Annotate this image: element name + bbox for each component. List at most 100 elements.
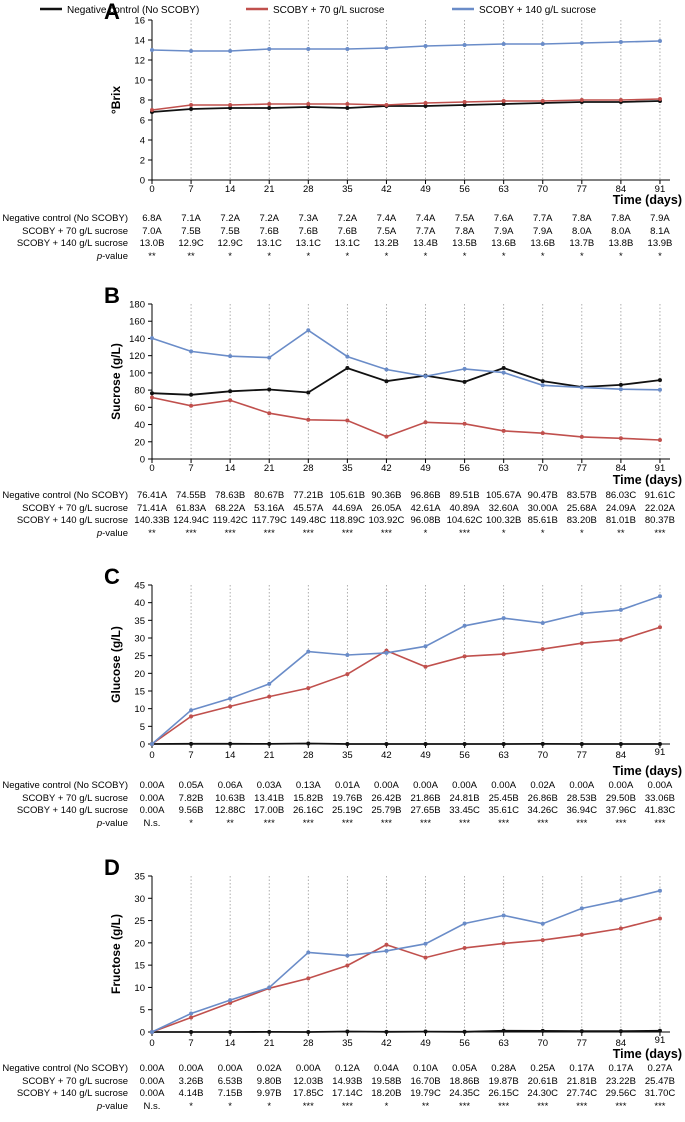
data-point-2: [540, 921, 545, 926]
table-cell: 4.14B: [179, 1088, 204, 1099]
table-cell: 140.33B: [134, 515, 169, 526]
table-cell: 13.9B: [648, 238, 673, 249]
data-point-2: [228, 354, 233, 359]
table-cell: *: [658, 251, 662, 262]
x-tick-label: 63: [498, 750, 509, 761]
data-point-0: [618, 742, 623, 746]
data-point-1: [189, 403, 194, 408]
table-cell: ***: [537, 818, 548, 829]
data-point-1: [501, 941, 506, 946]
y-tick-label: 35: [134, 872, 145, 883]
table-cell: 96.86B: [410, 490, 440, 501]
table-cell: 18.86B: [450, 1076, 480, 1087]
table-cell: 0.00A: [491, 780, 516, 791]
y-tick-label: 4: [140, 136, 145, 147]
x-tick-label: 14: [225, 184, 236, 195]
data-point-1: [267, 694, 272, 699]
table-cell: 29.56C: [606, 1088, 637, 1099]
table-cell: 19.79C: [410, 1088, 441, 1099]
table-cell: 42.61A: [410, 503, 441, 514]
table-cell: 7.4A: [416, 213, 436, 224]
table-cell: 0.00A: [413, 780, 438, 791]
table-row-label: SCOBY + 70 g/L sucrose: [22, 503, 128, 514]
x-tick-label: 91: [655, 463, 666, 474]
table-cell: ***: [654, 1101, 665, 1112]
table-cell: 96.08B: [410, 515, 440, 526]
x-tick-label: 28: [303, 1038, 314, 1049]
table-row-label: SCOBY + 140 g/L sucrose: [17, 805, 128, 816]
y-tick-label: 25: [134, 916, 145, 927]
table-cell: 7.15B: [218, 1088, 243, 1099]
data-point-2: [345, 47, 350, 51]
data-point-2: [267, 681, 272, 686]
x-tick-label: 49: [420, 463, 431, 474]
data-point-0: [501, 742, 506, 746]
table-cell: 7.2A: [259, 213, 279, 224]
table-cell: 77.21B: [293, 490, 323, 501]
table-cell: 7.5A: [377, 226, 397, 237]
data-point-0: [462, 103, 467, 107]
table-cell: 10.63B: [215, 793, 245, 804]
table-cell: ***: [420, 818, 431, 829]
table-cell: 6.53B: [218, 1076, 243, 1087]
table-cell: 27.65B: [410, 805, 440, 816]
table-cell: 25.47B: [645, 1076, 675, 1087]
data-point-1: [618, 436, 623, 441]
data-point-2: [618, 898, 623, 903]
series-line-1: [151, 917, 661, 1033]
data-point-0: [423, 742, 428, 746]
data-point-2: [657, 387, 662, 392]
data-point-0: [657, 1028, 662, 1033]
table-cell: 83.57B: [567, 490, 597, 501]
data-point-0: [384, 379, 389, 384]
table-cell: *: [424, 251, 428, 262]
data-point-1: [150, 395, 154, 400]
table-cell: 44.69A: [332, 503, 363, 514]
table-cell: *: [346, 251, 350, 262]
table-cell: 124.94C: [173, 515, 209, 526]
data-point-2: [462, 43, 467, 47]
data-point-0: [345, 366, 350, 371]
data-point-1: [345, 418, 350, 423]
table-row-label: Negative control (No SCOBY): [2, 490, 128, 501]
table-row-label: p-value: [96, 251, 128, 262]
table-cell: 0.00A: [218, 1063, 243, 1074]
table-cell: 28.53B: [567, 793, 597, 804]
x-tick-label: 77: [577, 750, 588, 761]
table-cell: 0.10A: [413, 1063, 438, 1074]
table-cell: 16.70B: [410, 1076, 440, 1087]
table-cell: 13.1C: [296, 238, 321, 249]
data-point-0: [384, 1029, 389, 1034]
table-cell: 100.32B: [486, 515, 521, 526]
table-cell: 0.17A: [569, 1063, 594, 1074]
table-cell: *: [189, 818, 193, 829]
data-point-0: [657, 742, 662, 746]
table-cell: 74.55B: [176, 490, 206, 501]
table-cell: **: [148, 251, 156, 262]
table-cell: 33.06B: [645, 793, 675, 804]
data-point-0: [423, 1029, 428, 1034]
x-axis-label: Time (days): [613, 764, 682, 778]
table-cell: *: [541, 528, 545, 539]
data-point-1: [462, 100, 467, 104]
data-point-2: [150, 336, 154, 341]
table-cell: 32.60A: [489, 503, 520, 514]
x-tick-label: 14: [225, 463, 236, 474]
x-tick-label: 7: [188, 463, 193, 474]
data-point-0: [150, 391, 154, 396]
data-point-1: [579, 932, 584, 937]
series-line-1: [151, 98, 661, 111]
table-cell: ***: [225, 528, 236, 539]
table-cell: 17.85C: [293, 1088, 324, 1099]
table-cell: ***: [576, 1101, 587, 1112]
x-tick-label: 63: [498, 1038, 509, 1049]
table-cell: 13.4B: [413, 238, 438, 249]
x-tick-label: 35: [342, 1038, 353, 1049]
table-cell: 7.6A: [494, 213, 514, 224]
table-cell: 7.3A: [299, 213, 319, 224]
table-row-label: SCOBY + 70 g/L sucrose: [22, 793, 128, 804]
y-tick-label: 120: [129, 351, 145, 362]
table-cell: 7.9A: [650, 213, 670, 224]
legend-label-2: SCOBY + 140 g/L sucrose: [479, 5, 596, 16]
table-cell: 0.03A: [257, 780, 282, 791]
